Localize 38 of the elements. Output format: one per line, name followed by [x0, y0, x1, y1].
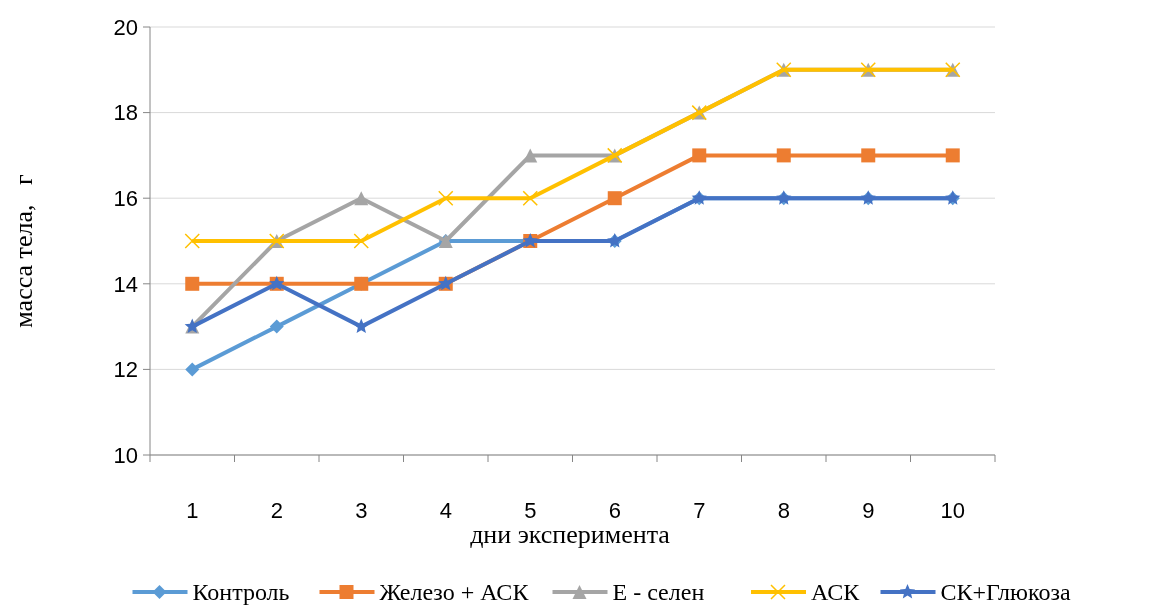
point: [184, 233, 200, 249]
y-tick-label: 16: [113, 185, 138, 211]
point: [185, 362, 200, 377]
legend-label: Контроль: [192, 579, 290, 605]
legend-label: Е - селен: [612, 579, 705, 605]
x-tick-label: 3: [355, 498, 368, 523]
point: [353, 318, 369, 334]
point: [692, 148, 707, 163]
x-tick-label: 4: [439, 498, 452, 523]
point: [185, 276, 200, 291]
point: [522, 190, 538, 206]
y-tick-label: 14: [113, 271, 138, 297]
point: [353, 233, 369, 249]
y-tick-label: 18: [113, 100, 138, 126]
point: [438, 190, 454, 206]
legend-label: АСК: [811, 579, 861, 605]
point: [945, 148, 960, 163]
x-tick-label: 9: [862, 498, 875, 523]
point: [607, 191, 622, 206]
point: [523, 148, 538, 163]
point: [269, 319, 284, 334]
x-tick-label: 2: [270, 498, 283, 523]
y-tick-label: 12: [113, 357, 138, 383]
point: [861, 148, 876, 163]
legend-label: Железо + АСК: [379, 579, 530, 605]
y-tick-label: 10: [113, 442, 138, 468]
point: [354, 191, 369, 206]
x-tick-label: 10: [940, 498, 965, 523]
legend-label: СК+Глюкоза: [940, 579, 1071, 605]
y-tick-label: 20: [113, 14, 138, 40]
x-tick-label: 7: [693, 498, 706, 523]
x-tick-label: 6: [608, 498, 621, 523]
x-tick-label: 8: [777, 498, 790, 523]
point: [776, 148, 791, 163]
x-tick-label: 5: [524, 498, 537, 523]
x-axis-title: дни эксперимента: [470, 520, 671, 549]
y-axis-title: масса тела, г: [9, 174, 38, 328]
x-tick-label: 1: [186, 498, 199, 523]
